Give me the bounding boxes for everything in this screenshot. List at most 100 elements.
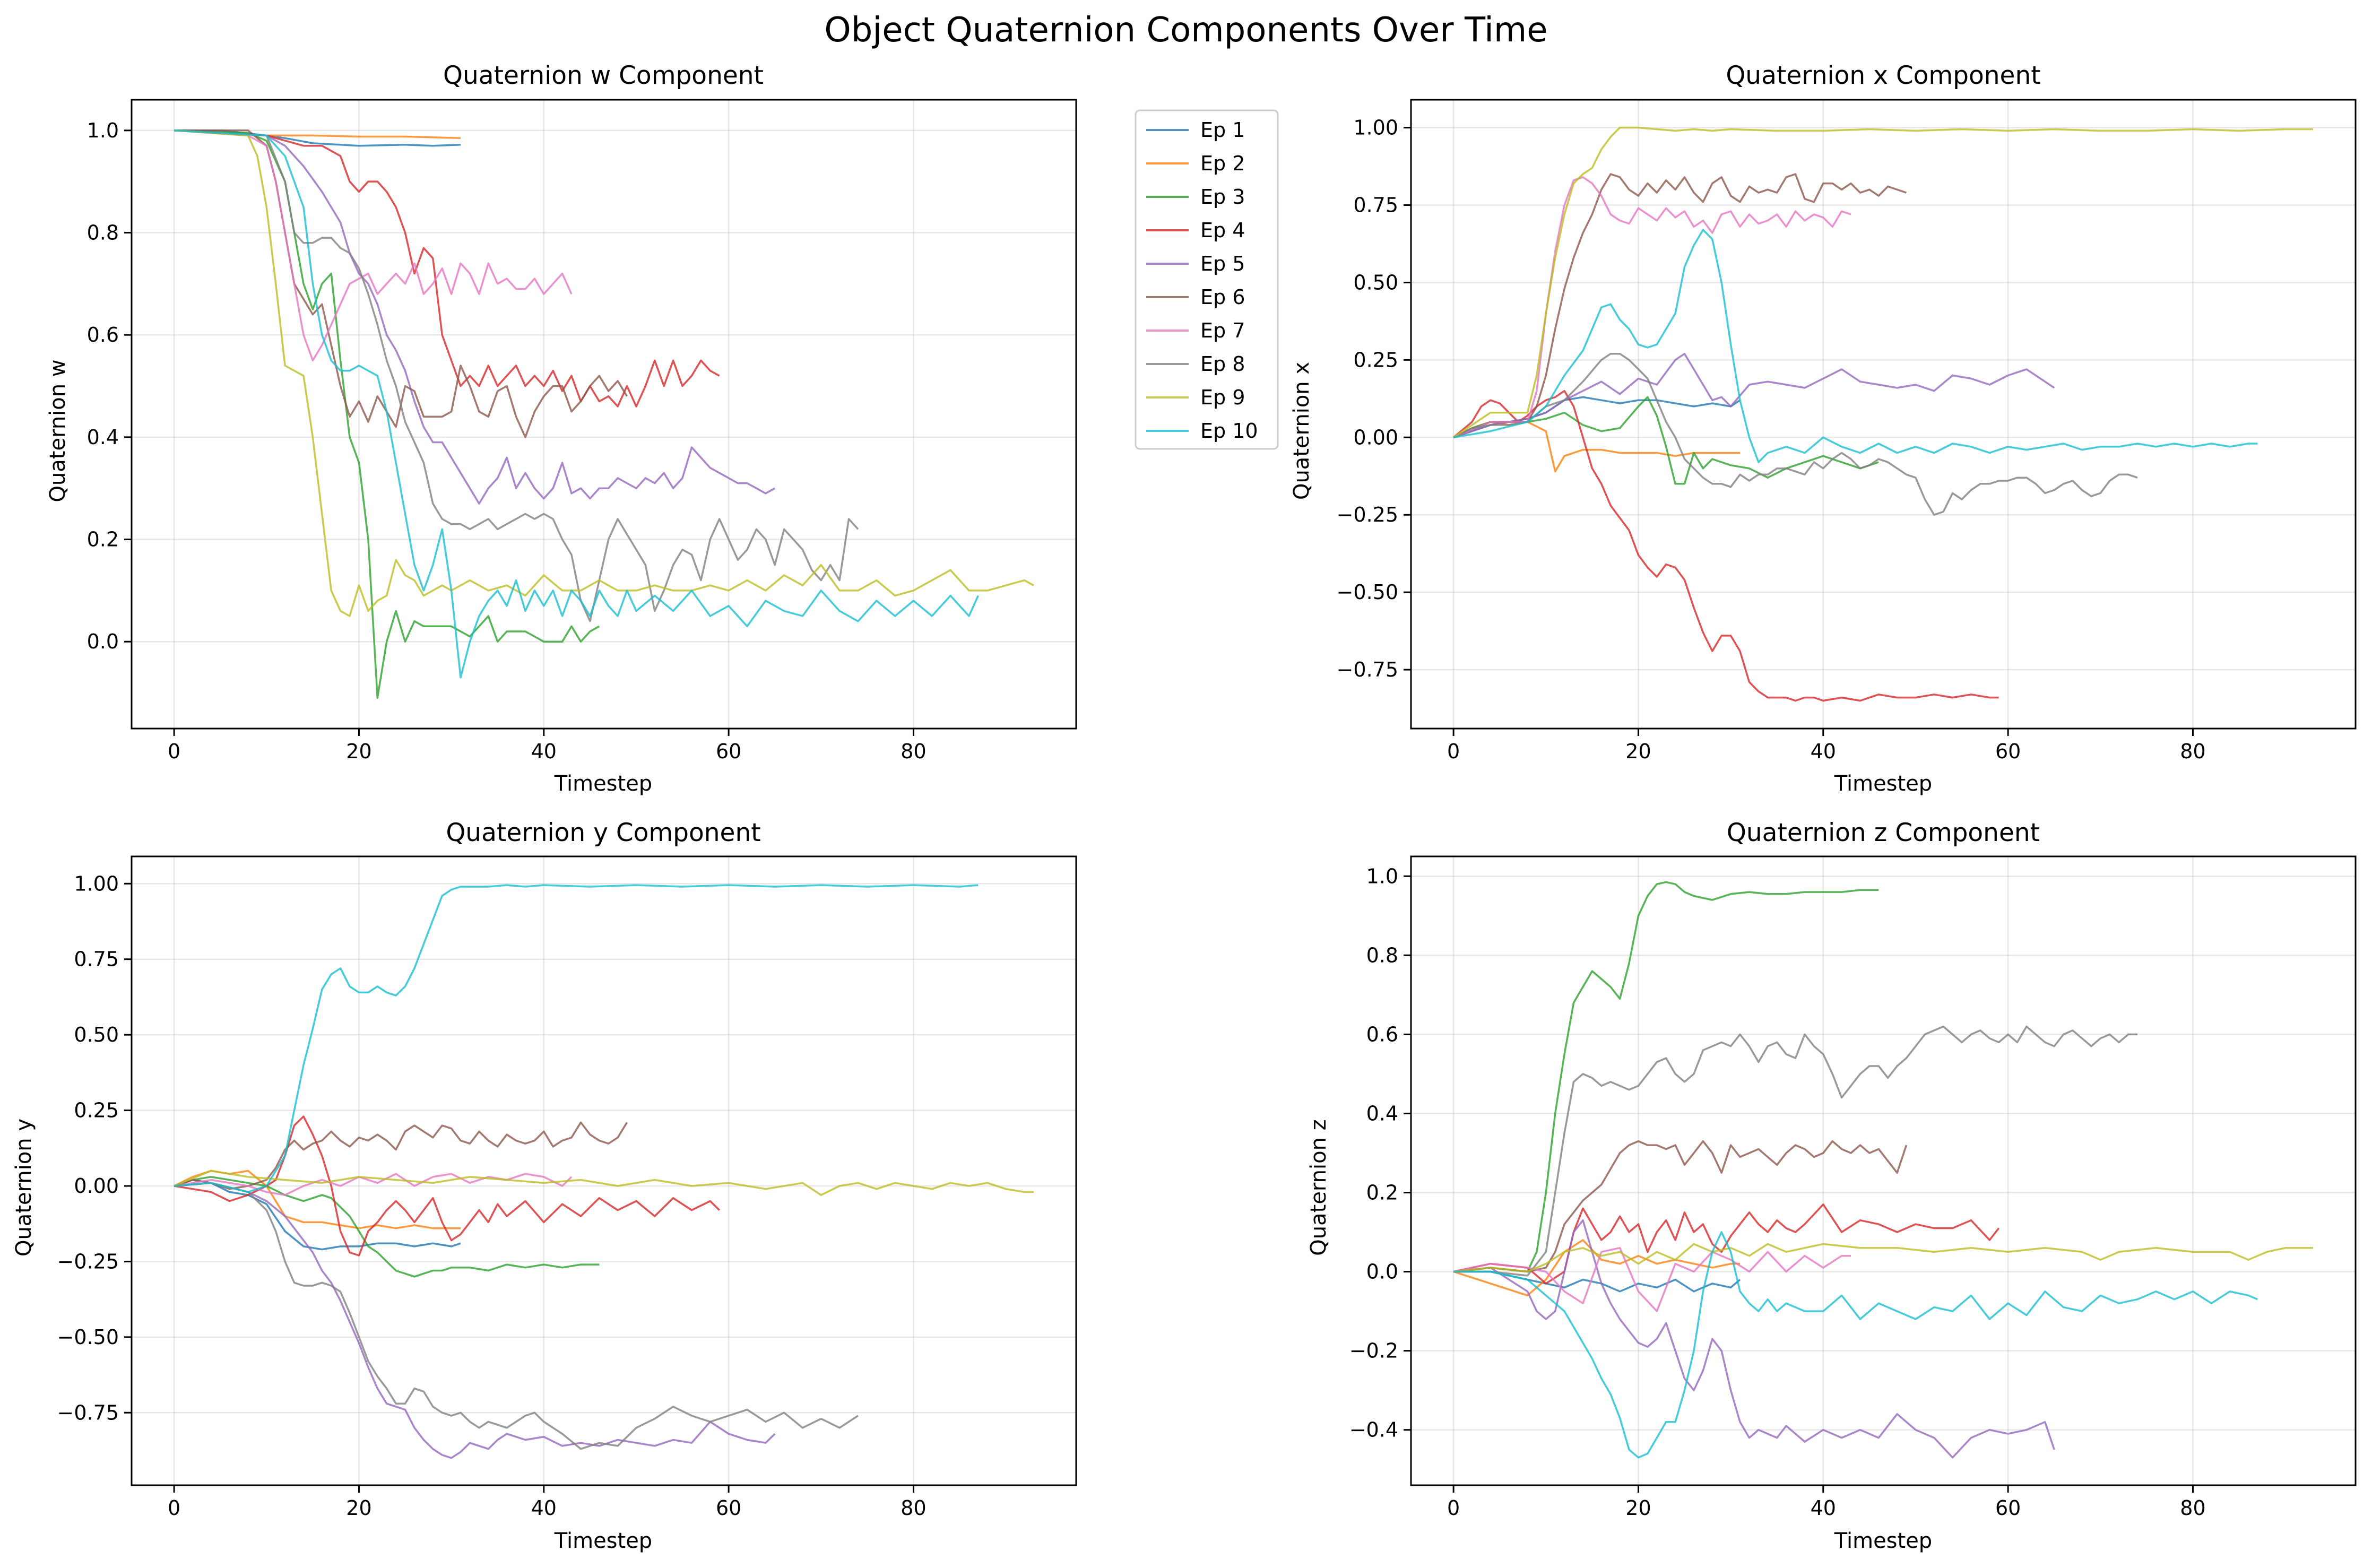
x-tick-label: 60 [1995,1496,2021,1520]
x-tick-label: 80 [901,740,926,763]
series-line-ep-7 [1453,1247,1851,1312]
x-tick-label: 20 [346,740,371,763]
y-axis-label: Quaternion y [12,1119,36,1257]
series-line-ep-10 [1453,229,2258,463]
x-tick-label: 40 [531,1496,557,1520]
series-line-ep-6 [174,1121,628,1190]
x-tick-label: 0 [168,1496,180,1520]
series-line-ep-5 [1453,1219,2055,1459]
y-tick-label: 1.0 [1366,864,1398,888]
x-axis-label: Timestep [554,1529,652,1553]
legend-label-ep-7: Ep 7 [1200,319,1245,342]
y-tick-label: 0.2 [1366,1181,1398,1204]
y-tick-label: −0.25 [1337,503,1398,526]
y-tick-label: 0.0 [87,630,119,653]
legend-label-ep-1: Ep 1 [1200,118,1245,142]
legend-label-ep-2: Ep 2 [1200,152,1245,175]
series-line-ep-10 [1453,1231,2258,1459]
legend-label-ep-5: Ep 5 [1200,252,1245,275]
grid [132,856,1076,1485]
y-tick-label: 0.00 [74,1174,119,1198]
x-axis-label: Timestep [1834,1529,1932,1553]
y-tick-label: 0.50 [1353,271,1398,294]
y-tick-label: −0.2 [1349,1339,1398,1363]
panel-w: Quaternion w Component Timestep Quaterni… [46,61,1077,796]
series-line-ep-8 [174,129,859,622]
series-line-ep-9 [1453,1243,2313,1273]
y-tick-label: 0.0 [1366,1260,1398,1284]
series-line-ep-8 [1453,352,2138,516]
series-line-ep-10 [174,129,979,679]
y-axis-label: Quaternion z [1306,1119,1331,1255]
plot-frame [131,855,1077,1486]
y-tick-label: 0.8 [1366,943,1398,967]
y-tick-label: 0.75 [74,948,119,971]
y-tick-label: 1.00 [1353,116,1398,140]
legend-label-ep-9: Ep 9 [1200,386,1245,409]
grid [132,100,1076,729]
series-line-ep-4 [1452,389,1999,702]
series-line-ep-4 [1453,1203,2000,1285]
y-tick-label: 0.25 [74,1099,119,1122]
series-line-ep-7 [174,129,573,362]
series-line-ep-5 [174,1182,776,1459]
plot-frame [1410,99,2357,730]
grid [1411,100,2356,729]
series-line-ep-7 [174,1173,573,1196]
y-tick-label: −0.50 [1337,581,1398,604]
series-line-ep-9 [1453,126,2313,438]
y-tick-label: 0.2 [87,528,119,551]
plot-frame [1410,855,2357,1486]
y-tick-label: 0.8 [87,221,119,244]
series-line-ep-1 [174,1179,461,1251]
y-tick-label: 0.6 [1366,1023,1398,1046]
x-tick-label: 60 [716,1496,741,1520]
y-tick-label: 0.4 [87,426,119,449]
y-tick-label: 1.00 [74,872,119,895]
panel-title: Quaternion y Component [446,818,760,847]
legend-label-ep-6: Ep 6 [1200,285,1245,309]
x-tick-label: 0 [168,740,180,763]
panel-x: Quaternion x Component Timestep Quaterni… [1289,61,2357,796]
series-line-ep-9 [174,1169,1034,1196]
panel-z: Quaternion z Component Timestep Quaterni… [1306,818,2357,1553]
y-tick-label: −0.50 [57,1326,119,1349]
x-tick-label: 80 [2180,1496,2205,1520]
panel-y: Quaternion y Component Timestep Quaterni… [12,818,1077,1553]
panel-title: Quaternion z Component [1727,818,2040,847]
x-tick-label: 20 [346,1496,371,1520]
legend-label-ep-8: Ep 8 [1200,352,1245,376]
y-tick-label: 1.0 [87,119,119,142]
y-tick-label: 0.25 [1353,348,1398,371]
x-tick-label: 60 [1995,740,2021,763]
y-tick-label: 0.00 [1353,426,1398,449]
series-line-ep-9 [174,129,1034,617]
x-axis-label: Timestep [1834,772,1932,796]
series-line-ep-6 [174,129,628,438]
figure-title: Object Quaternion Components Over Time [824,11,1547,50]
y-axis-label: Quaternion w [46,359,70,502]
x-tick-label: 40 [1811,1496,1836,1520]
x-tick-label: 80 [2180,740,2205,763]
series-line-ep-4 [174,129,720,408]
x-tick-label: 0 [1447,1496,1460,1520]
series-line-ep-2 [1453,1239,1740,1297]
panel-title: Quaternion w Component [443,61,764,90]
y-tick-label: −0.25 [57,1250,119,1273]
x-tick-label: 40 [1811,740,1836,763]
panel-title: Quaternion x Component [1726,61,2040,90]
series-line-ep-1 [1453,1270,1741,1293]
x-tick-label: 0 [1447,740,1460,763]
y-tick-label: −0.4 [1349,1418,1398,1442]
x-tick-label: 40 [531,740,557,763]
legend: Ep 1 Ep 2 Ep 3 Ep 4 Ep 5 Ep 6 Ep 7 Ep 8 Ep 9 Ep 1… [1135,109,1279,450]
series-line-ep-5 [174,129,776,505]
series-line-ep-3 [1453,881,1879,1273]
y-tick-label: 0.75 [1353,193,1398,216]
series-line-ep-3 [174,129,600,699]
series-line-ep-10 [174,884,979,1193]
series-line-ep-8 [1453,1025,2137,1277]
legend-label-ep-3: Ep 3 [1200,185,1245,209]
x-axis-label: Timestep [554,772,652,796]
series-line-ep-6 [1453,173,1907,438]
